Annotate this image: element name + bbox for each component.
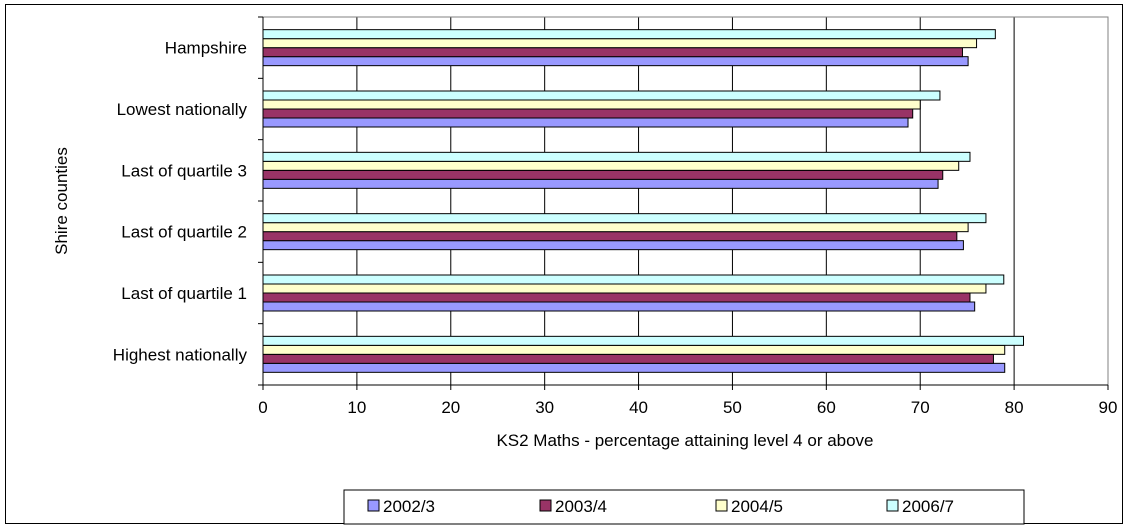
bar-2004-5 bbox=[262, 283, 987, 294]
bar-2002-3 bbox=[262, 362, 1006, 373]
legend: 2002/3 2003/4 2004/5 2006/7 bbox=[343, 489, 1025, 525]
category-label: Highest nationally bbox=[113, 345, 248, 364]
category-label: Hampshire bbox=[165, 39, 247, 58]
bar-2004-5 bbox=[262, 38, 978, 49]
legend-label: 2003/4 bbox=[555, 497, 607, 516]
bar-2003-4 bbox=[262, 108, 914, 119]
legend-swatch bbox=[886, 499, 899, 512]
bar-2006-7 bbox=[262, 29, 996, 40]
bar-2002-3 bbox=[262, 117, 909, 128]
plot-area bbox=[262, 16, 1109, 386]
bar-2004-5 bbox=[262, 222, 969, 233]
x-tick-label: 40 bbox=[629, 398, 648, 417]
legend-label: 2004/5 bbox=[731, 497, 783, 516]
bar-2006-7 bbox=[262, 213, 987, 224]
bar-2004-5 bbox=[262, 344, 1006, 355]
x-tick-label: 20 bbox=[441, 398, 460, 417]
bar-2003-4 bbox=[262, 231, 958, 242]
grid-layer bbox=[356, 17, 1015, 385]
bar-2003-4 bbox=[262, 47, 963, 58]
category-label: Last of quartile 3 bbox=[121, 161, 247, 180]
bar-2006-7 bbox=[262, 90, 941, 101]
x-tick-label: 0 bbox=[258, 398, 267, 417]
axis-layer bbox=[258, 16, 1109, 390]
x-tick-label: 50 bbox=[723, 398, 742, 417]
category-label: Last of quartile 2 bbox=[121, 223, 247, 242]
x-tick-label: 10 bbox=[347, 398, 366, 417]
category-label: Last of quartile 1 bbox=[121, 284, 247, 303]
x-tick-label: 30 bbox=[535, 398, 554, 417]
y-axis-title: Shire counties bbox=[52, 147, 71, 255]
bar-2006-7 bbox=[262, 274, 1005, 285]
bar-2006-7 bbox=[262, 335, 1024, 346]
bar-2002-3 bbox=[262, 240, 964, 251]
bar-2003-4 bbox=[262, 169, 944, 180]
x-tick-label: 60 bbox=[817, 398, 836, 417]
bar-2003-4 bbox=[262, 353, 994, 364]
bar-2003-4 bbox=[262, 292, 971, 303]
x-tick-label: 90 bbox=[1099, 398, 1118, 417]
legend-label: 2006/7 bbox=[902, 497, 954, 516]
legend-swatch bbox=[715, 499, 728, 512]
legend-box bbox=[343, 489, 1025, 525]
legend-swatch bbox=[539, 499, 552, 512]
bar-2002-3 bbox=[262, 56, 969, 67]
legend-swatch bbox=[367, 499, 380, 512]
x-axis-title: KS2 Maths - percentage attaining level 4… bbox=[496, 431, 873, 450]
bar-2002-3 bbox=[262, 178, 939, 189]
bar-2004-5 bbox=[262, 160, 960, 171]
bar-2006-7 bbox=[262, 151, 971, 162]
x-tick-label: 70 bbox=[911, 398, 930, 417]
category-labels: Highest nationally Last of quartile 1 Last… bbox=[113, 39, 248, 365]
legend-label: 2002/3 bbox=[383, 497, 435, 516]
x-tick-labels: 0 10 20 30 40 50 60 70 80 90 bbox=[258, 398, 1117, 417]
category-label: Lowest nationally bbox=[117, 100, 248, 119]
bar-2004-5 bbox=[262, 99, 921, 110]
bars-layer bbox=[262, 29, 1024, 373]
bar-2002-3 bbox=[262, 301, 976, 312]
x-tick-label: 80 bbox=[1005, 398, 1024, 417]
